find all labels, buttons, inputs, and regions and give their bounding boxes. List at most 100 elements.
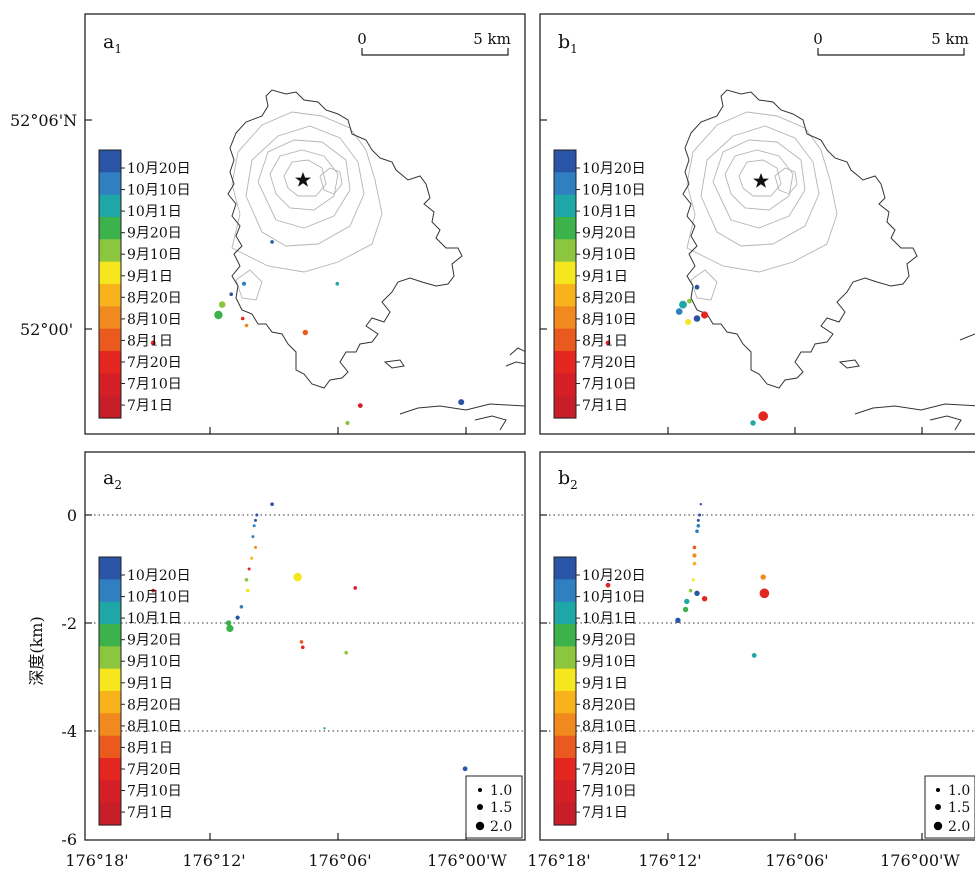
earthquake-marker bbox=[247, 567, 251, 571]
earthquake-marker bbox=[246, 588, 250, 593]
colorbar-segment bbox=[554, 691, 576, 714]
colorbar-label: 8月10日 bbox=[582, 719, 637, 735]
panel-label-a1: a1 bbox=[103, 31, 122, 56]
colorbar-label: 10月1日 bbox=[127, 611, 182, 627]
colorbar-label: 10月1日 bbox=[127, 204, 182, 220]
colorbar-label: 8月20日 bbox=[582, 290, 637, 306]
colorbar-segment bbox=[554, 239, 576, 263]
svg-text:1.0: 1.0 bbox=[948, 783, 970, 799]
earthquake-marker bbox=[694, 590, 700, 596]
colorbar-segment bbox=[554, 713, 576, 737]
scale-bar-b1: 0 5 km bbox=[813, 30, 969, 56]
colorbar-label: 9月10日 bbox=[127, 654, 182, 670]
colorbar-label: 9月1日 bbox=[127, 676, 173, 692]
earthquake-marker bbox=[698, 513, 702, 517]
earthquake-marker bbox=[701, 311, 709, 319]
earthquake-marker bbox=[235, 615, 240, 620]
svg-text:-2: -2 bbox=[61, 614, 77, 633]
events-b2 bbox=[605, 503, 770, 658]
colorbar-segment bbox=[554, 351, 576, 374]
earthquake-marker bbox=[694, 284, 700, 290]
colorbar-a2: 10月20日 10月10日 10月1日 9月20日 9月10日 9月1日 8月20日 8月10… bbox=[98, 556, 191, 826]
earthquake-marker bbox=[255, 513, 259, 517]
svg-text:176°06': 176°06' bbox=[765, 851, 828, 870]
earthquake-marker bbox=[679, 300, 687, 309]
earthquake-marker bbox=[150, 340, 156, 346]
colorbar-segment bbox=[99, 395, 121, 419]
colorbar-b2: 10月20日 10月10日 10月1日 9月20日 9月10日 9月1日 8月20日 8月10… bbox=[553, 556, 646, 826]
panel-label-b2: b2 bbox=[558, 467, 578, 492]
colorbar-label: 8月10日 bbox=[127, 312, 182, 328]
earthquake-marker bbox=[695, 529, 699, 533]
svg-text:176°12': 176°12' bbox=[182, 851, 245, 870]
colorbar-segment bbox=[554, 601, 576, 625]
colorbar-segment bbox=[554, 802, 576, 826]
earthquake-marker bbox=[353, 586, 358, 590]
colorbar-segment bbox=[99, 713, 121, 737]
earthquake-marker bbox=[302, 329, 308, 336]
colorbar-label: 9月20日 bbox=[127, 226, 182, 242]
colorbar-label: 8月10日 bbox=[127, 719, 182, 735]
earthquake-marker bbox=[605, 340, 611, 346]
earthquake-marker bbox=[696, 518, 700, 522]
colorbar-segment bbox=[554, 557, 576, 580]
panel-label-b1: b1 bbox=[558, 31, 578, 56]
map-b1 bbox=[682, 89, 975, 431]
colorbar-segment bbox=[99, 758, 121, 781]
earthquake-marker bbox=[759, 588, 770, 599]
earthquake-marker bbox=[458, 399, 465, 406]
earthquake-marker bbox=[250, 556, 254, 560]
events-b1 bbox=[605, 284, 768, 426]
earthquake-marker bbox=[299, 640, 304, 644]
earthquake-marker bbox=[696, 524, 701, 528]
colorbar-segment bbox=[554, 758, 576, 781]
colorbar-segment bbox=[554, 261, 576, 285]
earthquake-marker bbox=[692, 561, 697, 566]
earthquake-marker bbox=[270, 502, 274, 507]
colorbar-segment bbox=[554, 735, 576, 759]
colorbar-segment bbox=[554, 579, 576, 603]
colorbar-label: 9月1日 bbox=[127, 269, 173, 285]
earthquake-marker bbox=[226, 624, 234, 633]
svg-text:176°06': 176°06' bbox=[308, 851, 371, 870]
colorbar-segment bbox=[99, 579, 121, 603]
colorbar-label: 8月20日 bbox=[582, 697, 637, 713]
vent-star-icon bbox=[295, 172, 311, 187]
earthquake-marker bbox=[692, 553, 697, 558]
svg-text:0: 0 bbox=[67, 506, 77, 525]
earthquake-marker bbox=[699, 503, 702, 506]
colorbar-segment bbox=[554, 217, 576, 240]
svg-text:176°00'W: 176°00'W bbox=[880, 851, 960, 870]
colorbar-label: 10月20日 bbox=[582, 161, 646, 177]
colorbar-label: 8月1日 bbox=[582, 333, 628, 349]
colorbar-segment bbox=[99, 802, 121, 826]
earthquake-marker bbox=[751, 653, 757, 658]
colorbar-segment bbox=[99, 557, 121, 580]
colorbar-label: 7月20日 bbox=[582, 762, 637, 778]
svg-text:0: 0 bbox=[357, 30, 367, 48]
svg-text:-4: -4 bbox=[61, 722, 77, 741]
panel-b2-frame bbox=[539, 451, 975, 841]
depth-gridlines-b2 bbox=[540, 514, 975, 732]
colorbar-segment bbox=[99, 328, 121, 352]
earthquake-marker bbox=[270, 240, 274, 244]
colorbar-label: 10月20日 bbox=[582, 568, 646, 584]
panel-a2-frame bbox=[84, 451, 526, 841]
earthquake-marker bbox=[240, 316, 245, 321]
colorbar-label: 9月20日 bbox=[582, 633, 637, 649]
colorbar-segment bbox=[554, 373, 576, 397]
colorbar-label: 9月1日 bbox=[582, 676, 628, 692]
earthquake-marker bbox=[750, 420, 756, 426]
earthquake-marker bbox=[151, 588, 155, 593]
colorbar-label: 7月10日 bbox=[127, 784, 182, 800]
svg-text:2.0: 2.0 bbox=[490, 819, 512, 835]
colorbar-label: 7月20日 bbox=[127, 762, 182, 778]
colorbar-segment bbox=[554, 194, 576, 218]
earthquake-marker bbox=[357, 403, 363, 408]
colorbar-label: 10月1日 bbox=[582, 611, 637, 627]
earthquake-marker bbox=[225, 620, 232, 626]
colorbar-label: 10月1日 bbox=[582, 204, 637, 220]
colorbar-label: 7月1日 bbox=[127, 398, 173, 414]
earthquake-marker bbox=[295, 461, 303, 469]
